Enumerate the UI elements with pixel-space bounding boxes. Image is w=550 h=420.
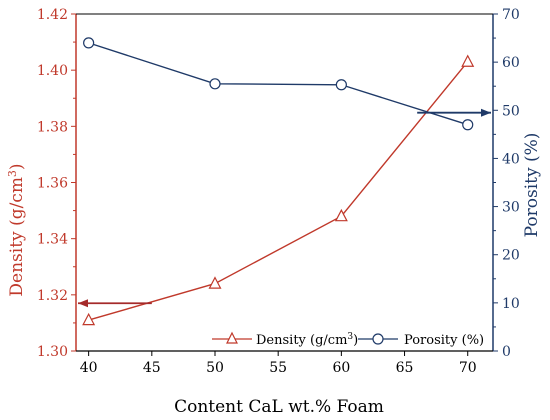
y-right-tick-label: 20: [502, 248, 520, 264]
y-left-tick-label: 1.36: [37, 176, 68, 192]
x-tick-label: 70: [459, 360, 477, 376]
legend: Density (g/cm3) Porosity (%): [205, 327, 491, 349]
data-point-density: [461, 54, 475, 67]
y-right-tick-label: 10: [502, 296, 520, 312]
data-point-density: [334, 208, 348, 222]
y-right-tick-label: 0: [502, 344, 511, 360]
y-left-tick-label: 1.40: [37, 63, 68, 79]
data-point-porosity: [209, 78, 221, 90]
x-tick-label: 65: [396, 360, 414, 376]
y-axis-left-title-main: Density (g/cm: [7, 177, 27, 297]
y-right-tick-label: 70: [502, 7, 520, 23]
axes: [75, 13, 494, 352]
legend-label-porosity: Porosity (%): [404, 333, 484, 348]
y-axis-left-title: Density (g/cm3): [6, 163, 27, 296]
x-tick-label: 50: [206, 360, 224, 376]
y-right-tick-label: 50: [502, 103, 520, 119]
legend-label-density: Density (g/cm3): [256, 332, 358, 348]
y-left-tick-label: 1.42: [37, 7, 68, 23]
x-tick-label: 45: [143, 360, 161, 376]
y-axis-left-title-sup: 3: [6, 170, 19, 177]
legend-marker-porosity: [372, 333, 384, 345]
legend-density-main: Density (g/cm: [256, 333, 347, 348]
y-axis-left-title-tail: ): [7, 163, 27, 170]
data-point-porosity: [335, 79, 347, 91]
legend-density-sup: 3: [347, 332, 353, 342]
annotations: [78, 108, 491, 308]
y-left-tick-label: 1.34: [37, 232, 68, 248]
series-line-porosity: [88, 42, 468, 126]
arrow-to-right-axis-head: [481, 108, 491, 117]
data-point-porosity: [83, 37, 95, 49]
x-tick-label: 55: [269, 360, 287, 376]
legend-marker-density: [226, 331, 238, 344]
y-axis-right-title: Porosity (%): [522, 133, 542, 238]
y-left-tick-label: 1.32: [37, 288, 68, 304]
data-point-density: [82, 312, 96, 326]
data-point-density: [208, 276, 222, 289]
series-line-density: [88, 61, 469, 321]
x-tick-label: 40: [80, 360, 98, 376]
y-left-tick-label: 1.38: [37, 119, 68, 135]
legend-density-tail: ): [353, 333, 358, 348]
arrow-to-left-axis-head: [78, 299, 88, 308]
data-point-porosity: [462, 119, 474, 131]
series: [82, 37, 475, 326]
y-right-tick-label: 40: [502, 151, 520, 167]
y-right-tick-label: 60: [502, 55, 520, 71]
y-left-tick-label: 1.30: [37, 344, 68, 360]
ticks: 40 45 50 55 60 65 70 1.30 1.32 1.34 1.36 1.38 1.40 1.…: [37, 7, 520, 376]
x-axis-title: Content CaL wt.% Foam: [174, 397, 384, 417]
y-right-tick-label: 30: [502, 200, 520, 216]
x-tick-label: 60: [332, 360, 350, 376]
legend-background: [205, 327, 491, 349]
